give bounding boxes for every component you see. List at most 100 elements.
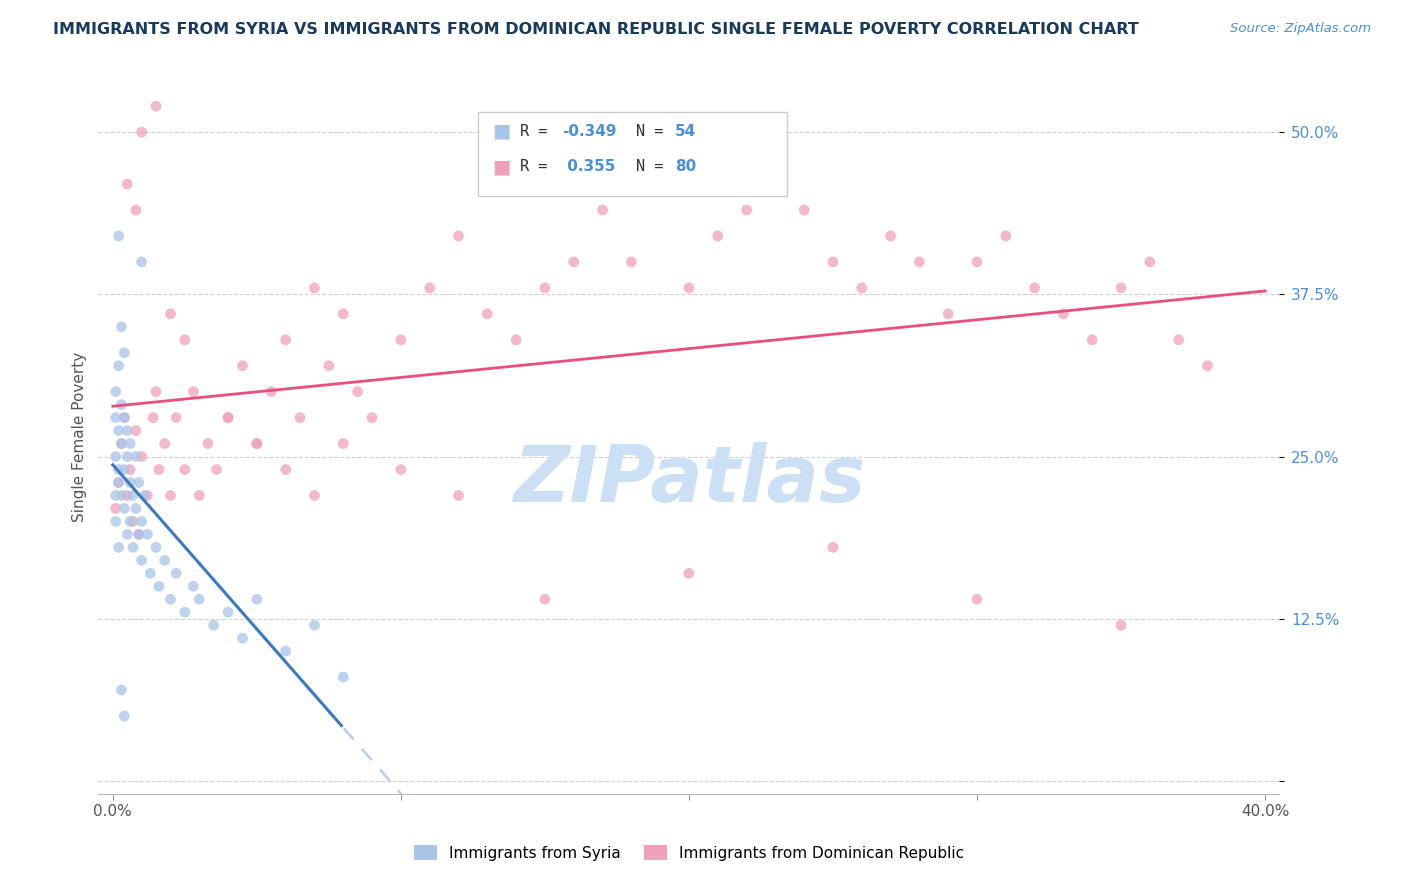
Point <box>620 255 643 269</box>
Text: ■: ■ <box>492 121 510 141</box>
Point <box>332 670 354 684</box>
Point <box>128 475 150 490</box>
Point <box>562 255 585 269</box>
Point <box>112 462 135 476</box>
Point <box>231 631 253 645</box>
Point <box>304 281 326 295</box>
Point <box>274 333 297 347</box>
Point <box>1167 333 1189 347</box>
Text: N =: N = <box>636 124 672 138</box>
Point <box>678 281 700 295</box>
Text: 54: 54 <box>675 124 696 138</box>
Point <box>361 410 384 425</box>
Point <box>246 592 269 607</box>
Point <box>908 255 931 269</box>
Point <box>318 359 340 373</box>
Point <box>107 462 129 476</box>
Point <box>122 515 145 529</box>
Point <box>131 515 153 529</box>
Point <box>131 450 153 464</box>
Point <box>173 333 195 347</box>
Point <box>505 333 527 347</box>
Y-axis label: Single Female Poverty: Single Female Poverty <box>72 352 87 522</box>
Point <box>112 345 135 359</box>
Point <box>104 488 127 502</box>
Point <box>139 566 162 581</box>
Point <box>104 515 127 529</box>
Text: 80: 80 <box>675 160 696 174</box>
Point <box>128 527 150 541</box>
Text: -0.349: -0.349 <box>562 124 617 138</box>
Point <box>274 644 297 658</box>
Point <box>851 281 873 295</box>
Point <box>122 541 145 555</box>
Point <box>120 475 142 490</box>
Point <box>1109 281 1132 295</box>
Point <box>148 462 170 476</box>
Point <box>128 527 150 541</box>
Point <box>246 436 269 450</box>
Point <box>173 462 195 476</box>
Point <box>136 488 159 502</box>
Point <box>288 410 311 425</box>
Point <box>966 255 988 269</box>
Point <box>304 618 326 632</box>
Point <box>217 410 239 425</box>
Point <box>159 592 181 607</box>
Point <box>159 307 181 321</box>
Point <box>145 541 167 555</box>
Point <box>735 202 758 217</box>
Point <box>131 255 153 269</box>
Point <box>188 592 211 607</box>
Point <box>120 436 142 450</box>
Point <box>534 281 557 295</box>
Point <box>994 229 1017 244</box>
Point <box>332 307 354 321</box>
Point <box>110 398 132 412</box>
Text: IMMIGRANTS FROM SYRIA VS IMMIGRANTS FROM DOMINICAN REPUBLIC SINGLE FEMALE POVERT: IMMIGRANTS FROM SYRIA VS IMMIGRANTS FROM… <box>53 22 1139 37</box>
Point <box>274 462 297 476</box>
Point <box>966 592 988 607</box>
Point <box>188 488 211 502</box>
Point <box>125 202 148 217</box>
Text: ZIPatlas: ZIPatlas <box>513 442 865 518</box>
Point <box>148 579 170 593</box>
Point <box>534 592 557 607</box>
Point <box>153 436 176 450</box>
Point <box>107 424 129 438</box>
Point <box>153 553 176 567</box>
Point <box>110 683 132 698</box>
Point <box>1052 307 1074 321</box>
Point <box>110 436 132 450</box>
Point <box>112 410 135 425</box>
Point <box>120 462 142 476</box>
Point <box>142 410 165 425</box>
Point <box>246 436 269 450</box>
Point <box>419 281 441 295</box>
Point <box>763 151 786 165</box>
Point <box>104 410 127 425</box>
Point <box>122 488 145 502</box>
Point <box>821 255 844 269</box>
Point <box>231 359 253 373</box>
Point <box>447 229 470 244</box>
Text: R =: R = <box>520 124 557 138</box>
Point <box>104 450 127 464</box>
Point <box>110 488 132 502</box>
Point <box>1109 618 1132 632</box>
Point <box>205 462 228 476</box>
Point <box>145 99 167 113</box>
Legend: Immigrants from Syria, Immigrants from Dominican Republic: Immigrants from Syria, Immigrants from D… <box>406 837 972 868</box>
Point <box>165 410 187 425</box>
Point <box>110 436 132 450</box>
Point <box>134 488 156 502</box>
Point <box>1197 359 1219 373</box>
Point <box>332 436 354 450</box>
Point <box>110 319 132 334</box>
Point <box>879 229 901 244</box>
Point <box>389 462 412 476</box>
Point <box>1024 281 1046 295</box>
Point <box>125 450 148 464</box>
Point <box>217 410 239 425</box>
Text: 0.355: 0.355 <box>562 160 616 174</box>
